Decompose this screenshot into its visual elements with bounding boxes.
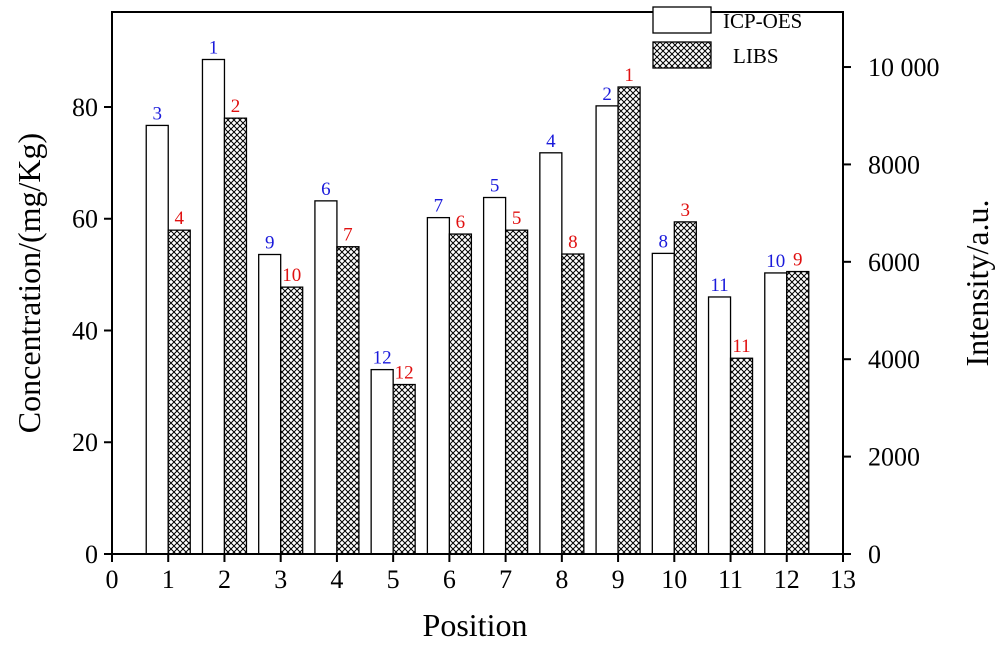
rank-label-libs-6: 6 <box>456 212 466 233</box>
y-left-tick-label-80: 80 <box>72 93 98 122</box>
rank-label-icp-oes-9: 2 <box>602 84 612 105</box>
legend-swatch-libs <box>652 41 712 69</box>
y-left-tick-label-40: 40 <box>72 316 98 345</box>
rank-label-icp-oes-3: 9 <box>265 233 275 254</box>
x-tick-label-13: 13 <box>830 565 856 594</box>
plot-frame <box>111 11 844 555</box>
rank-label-libs-7: 5 <box>512 208 522 229</box>
rank-label-libs-5: 12 <box>395 363 414 384</box>
rank-label-icp-oes-10: 8 <box>659 231 669 252</box>
x-tick-label-8: 8 <box>555 565 568 594</box>
x-tick-label-0: 0 <box>106 565 119 594</box>
rank-label-libs-2: 2 <box>231 96 241 117</box>
x-tick-label-6: 6 <box>443 565 456 594</box>
y-right-tick-label-10000: 10 000 <box>868 53 940 82</box>
rank-label-libs-1: 4 <box>174 208 184 229</box>
rank-label-icp-oes-11: 11 <box>710 275 728 296</box>
bar-libs-7 <box>504 229 529 555</box>
legend-label-icp-oes: ICP-OES <box>723 9 802 33</box>
bar-libs-4 <box>336 246 360 555</box>
rank-label-icp-oes-7: 5 <box>490 176 500 197</box>
x-tick-label-5: 5 <box>387 565 400 594</box>
bar-icp-oes-4 <box>314 200 338 555</box>
bar-libs-9 <box>617 86 641 555</box>
rank-label-icp-oes-6: 7 <box>434 196 444 217</box>
bar-icp-oes-1 <box>145 124 169 555</box>
rank-label-libs-3: 10 <box>282 265 301 286</box>
bar-icp-oes-9 <box>595 105 619 555</box>
bar-libs-1 <box>167 229 191 555</box>
rank-label-libs-8: 8 <box>568 232 578 253</box>
bar-libs-6 <box>448 233 473 555</box>
x-axis-title: Position <box>423 607 528 643</box>
x-tick-label-3: 3 <box>274 565 287 594</box>
rank-label-icp-oes-2: 1 <box>209 37 219 58</box>
bar-libs-11 <box>729 357 754 555</box>
bar-icp-oes-12 <box>764 272 788 555</box>
bar-libs-12 <box>786 270 810 555</box>
bar-libs-5 <box>392 383 416 555</box>
bar-icp-oes-10 <box>651 252 675 555</box>
x-tick-label-9: 9 <box>612 565 625 594</box>
x-tick-label-4: 4 <box>330 565 343 594</box>
y-right-tick-label-0: 0 <box>868 540 881 569</box>
rank-label-libs-10: 3 <box>681 200 691 221</box>
x-tick-label-11: 11 <box>718 565 743 594</box>
legend-label-libs: LIBS <box>733 44 779 68</box>
y-axis-left-title: Concentration/(mg/Kg) <box>11 133 47 433</box>
rank-label-libs-4: 7 <box>343 225 353 246</box>
rank-label-icp-oes-4: 6 <box>321 179 331 200</box>
bar-icp-oes-2 <box>201 58 226 555</box>
rank-label-libs-11: 11 <box>732 336 750 357</box>
rank-label-icp-oes-8: 4 <box>546 131 556 152</box>
rank-label-libs-9: 1 <box>624 65 634 86</box>
y-right-tick-label-2000: 2000 <box>868 443 920 472</box>
legend-swatch-icp-oes <box>652 6 712 34</box>
rank-label-icp-oes-1: 3 <box>152 103 162 124</box>
y-left-tick-label-60: 60 <box>72 205 98 234</box>
bar-icp-oes-8 <box>539 152 563 555</box>
y-right-tick-label-8000: 8000 <box>868 150 920 179</box>
x-tick-label-2: 2 <box>218 565 231 594</box>
bar-icp-oes-11 <box>707 296 732 555</box>
y-right-tick-label-4000: 4000 <box>868 345 920 374</box>
x-tick-label-7: 7 <box>499 565 512 594</box>
bar-icp-oes-7 <box>482 196 507 555</box>
rank-label-icp-oes-5: 12 <box>373 348 392 369</box>
rank-label-libs-12: 9 <box>793 250 803 271</box>
x-tick-label-10: 10 <box>661 565 687 594</box>
y-left-tick-label-0: 0 <box>85 540 98 569</box>
y-axis-right-title: Intensity/a.u. <box>959 199 995 366</box>
bar-libs-8 <box>561 253 585 555</box>
x-tick-label-12: 12 <box>774 565 800 594</box>
x-axis: 0 1 2 3 4 5 6 7 8 9 10 11 12 13 <box>106 554 856 594</box>
y-axis-left: 0 20 40 60 80 <box>72 93 112 569</box>
y-axis-right: 0 2000 4000 6000 8000 10 000 <box>843 53 940 569</box>
bar-libs-10 <box>673 221 697 555</box>
icp-oes-bars <box>145 58 788 555</box>
rank-label-icp-oes-12: 10 <box>766 251 785 272</box>
y-right-tick-label-6000: 6000 <box>868 248 920 277</box>
y-left-tick-label-20: 20 <box>72 428 98 457</box>
bar-icp-oes-5 <box>370 368 394 555</box>
bar-icp-oes-3 <box>258 253 282 555</box>
x-tick-label-1: 1 <box>162 565 175 594</box>
legend: ICP-OES LIBS <box>652 6 802 69</box>
bar-icp-oes-6 <box>426 216 451 555</box>
bar-libs-3 <box>280 286 304 555</box>
bar-libs-2 <box>223 117 248 555</box>
